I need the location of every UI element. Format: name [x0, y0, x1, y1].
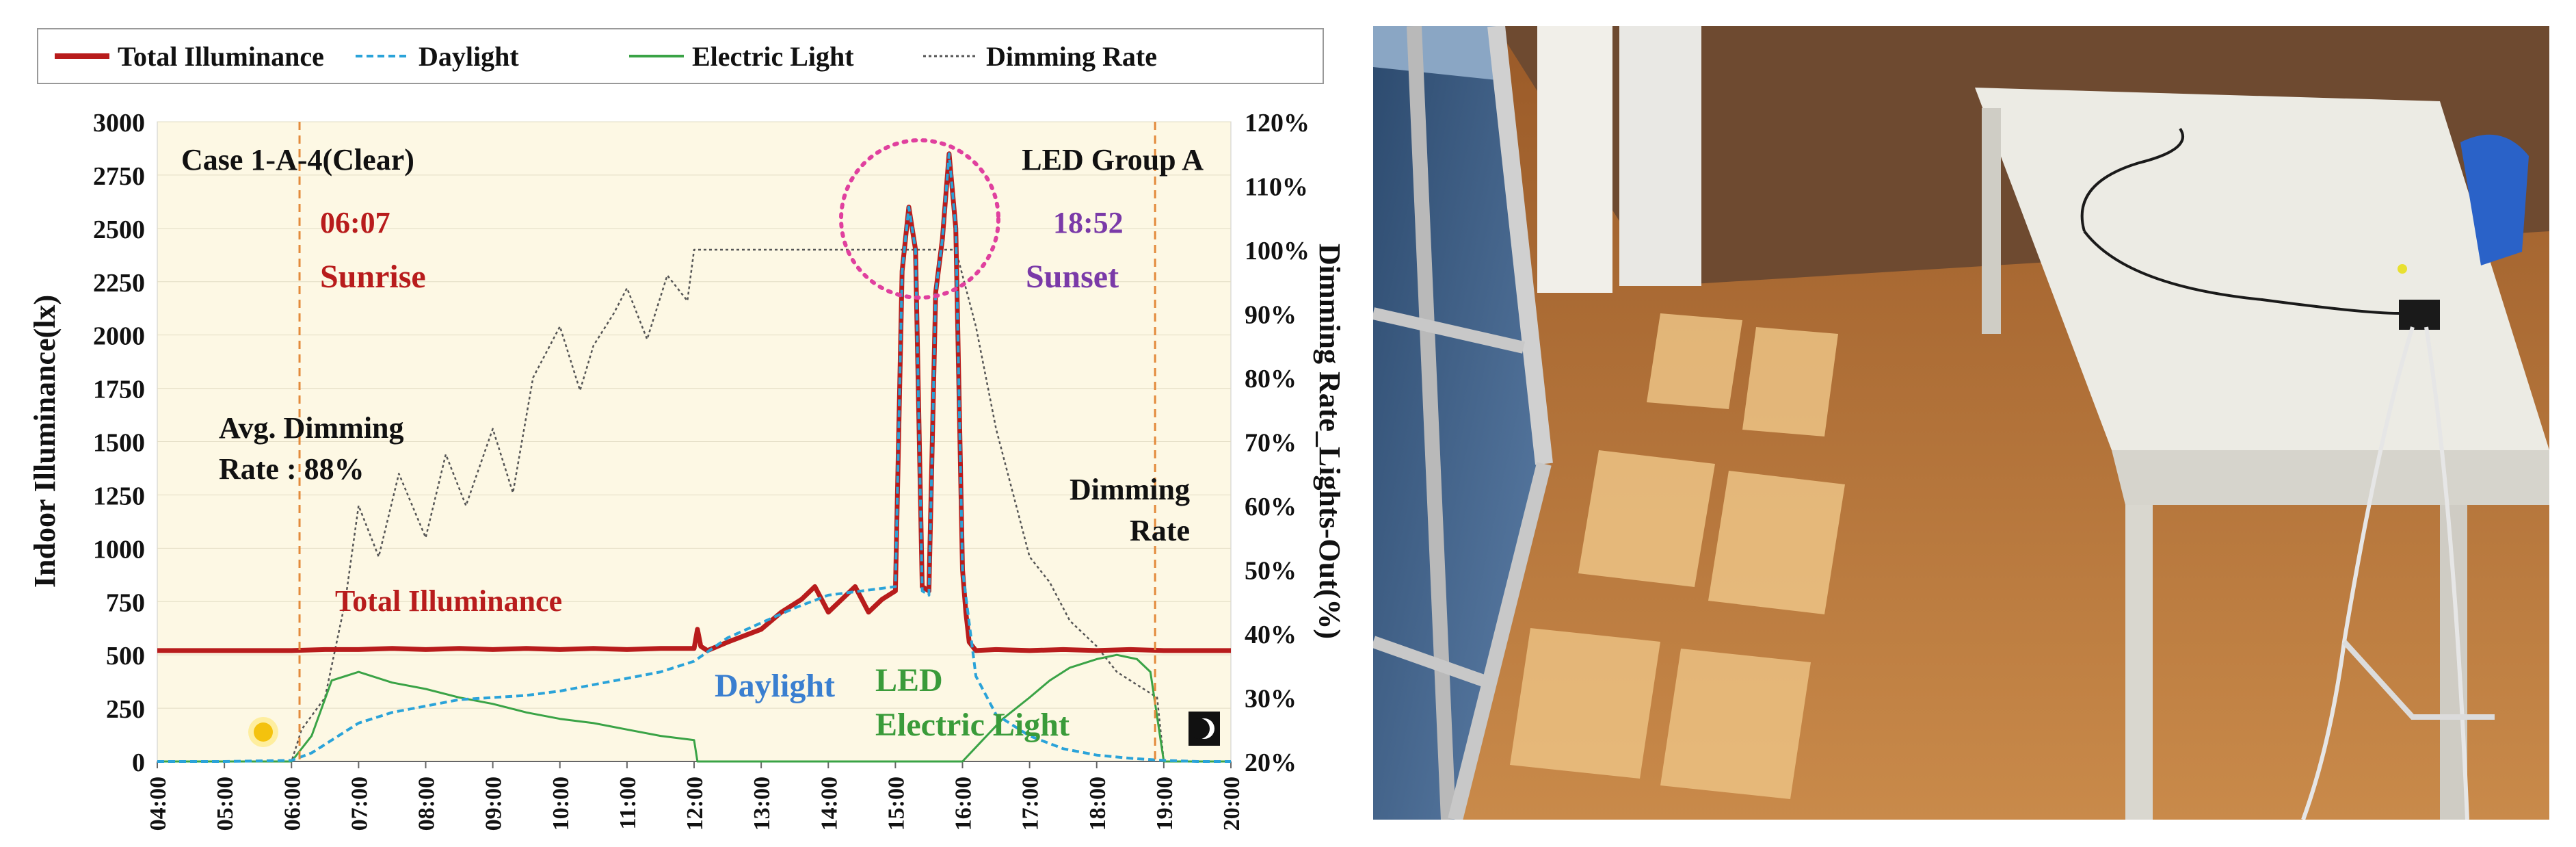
led-annotation-line1: LED	[875, 662, 943, 699]
y2-tick-label: 110%	[1245, 173, 1308, 202]
chart-svg: Total Illuminance Daylight Electric Light D…	[28, 28, 1346, 831]
x-tick-label: 04:00	[146, 777, 171, 831]
y2-axis-title: Dimming Rate_Lights-Out(%)	[1313, 244, 1340, 639]
legend: Total Illuminance Daylight Electric Light D…	[55, 41, 1157, 72]
y-tick-label: 500	[106, 642, 145, 670]
y-tick-label: 2750	[93, 162, 145, 191]
room-photo	[1373, 26, 2549, 820]
y2-tick-label: 60%	[1245, 493, 1297, 521]
avg-dimming-line2: Rate : 88%	[219, 452, 364, 486]
y-tick-label: 1000	[93, 535, 145, 564]
x-tick-label: 09:00	[481, 777, 507, 831]
series-line-electric-light	[157, 653, 1231, 763]
x-tick-label: 05:00	[213, 777, 238, 831]
sun-icon	[248, 717, 278, 747]
led-annotation-line2: Electric Light	[875, 707, 1070, 743]
sunrise-label: Sunrise	[320, 259, 426, 295]
y2-tick-label: 70%	[1245, 429, 1297, 458]
axes: 0 250 500 750 1000 1250 1500 1750 2000 2250 2500 27…	[93, 109, 1310, 831]
x-tick-label: 19:00	[1152, 777, 1178, 831]
x-tick-label: 18:00	[1085, 777, 1111, 831]
y-tick-label: 1500	[93, 429, 145, 458]
markers	[298, 122, 1156, 761]
y-axis-title: Indoor Illuminance(lx)	[28, 295, 62, 588]
y2-tick-label: 100%	[1245, 237, 1310, 265]
y-tick-label: 750	[106, 588, 145, 617]
y2-tick-label: 80%	[1245, 365, 1297, 393]
y2-tick-label: 40%	[1245, 621, 1297, 649]
sunset-label: Sunset	[1026, 259, 1119, 295]
x-tick-label: 08:00	[414, 777, 440, 831]
y-tick-label: 1750	[93, 376, 145, 404]
series-group	[157, 151, 1231, 763]
x-tick-label: 13:00	[749, 777, 775, 831]
y-tick-label: 2500	[93, 216, 145, 244]
y-tick-label: 3000	[93, 109, 145, 138]
y2-tick-label: 120%	[1245, 109, 1310, 138]
dimming-rate-line1: Dimming	[1070, 473, 1190, 506]
x-tick-label: 07:00	[347, 777, 372, 831]
x-tick-label: 06:00	[280, 777, 305, 831]
legend-label: Daylight	[419, 41, 519, 72]
y-tick-label: 1250	[93, 482, 145, 510]
x-tick-label: 14:00	[816, 777, 842, 831]
x-tick-label: 11:00	[615, 777, 641, 829]
y2-tick-label: 20%	[1245, 748, 1297, 777]
y-tick-label: 2000	[93, 322, 145, 351]
dimming-rate-line2: Rate	[1130, 514, 1190, 547]
x-tick-label: 16:00	[951, 777, 977, 831]
x-tick-label: 12:00	[682, 777, 708, 831]
x-tick-label: 15:00	[884, 777, 909, 831]
legend-label: Electric Light	[692, 41, 854, 72]
moon-icon	[1189, 712, 1220, 746]
y-tick-label: 0	[132, 748, 145, 777]
series-line-daylight	[157, 152, 1231, 763]
room-photo-icon	[1373, 26, 2549, 820]
sunrise-time: 06:07	[320, 206, 390, 239]
x-tick-label: 10:00	[548, 777, 574, 831]
x-tick-label: 20:00	[1219, 777, 1245, 831]
y2-tick-label: 90%	[1245, 301, 1297, 330]
case-label: Case 1-A-4(Clear)	[181, 143, 414, 177]
peak-highlight-circle	[839, 138, 1000, 300]
chart-panel: Total Illuminance Daylight Electric Light D…	[28, 28, 1346, 831]
y-tick-label: 2250	[93, 269, 145, 298]
legend-label: Total Illuminance	[118, 41, 324, 72]
avg-dimming-line1: Avg. Dimming	[219, 411, 404, 445]
y-tick-label: 250	[106, 695, 145, 724]
x-tick-label: 17:00	[1018, 777, 1044, 831]
total-illuminance-annotation: Total Illuminance	[335, 584, 562, 618]
group-label: LED Group A	[1022, 143, 1204, 177]
y2-tick-label: 30%	[1245, 685, 1297, 714]
legend-label: Dimming Rate	[986, 41, 1157, 72]
y2-tick-label: 50%	[1245, 557, 1297, 586]
sunset-time: 18:52	[1053, 206, 1124, 239]
daylight-annotation: Daylight	[715, 668, 835, 704]
